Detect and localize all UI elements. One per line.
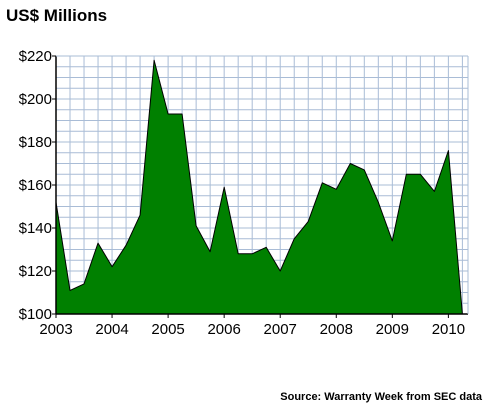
y-axis-ticks: $100 $120 $140 $160 $180 $200 $220 — [19, 48, 56, 323]
chart-title: US$ Millions — [6, 6, 107, 25]
x-tick-label: 2005 — [151, 321, 184, 338]
area-series — [55, 59, 463, 315]
source-note: Source: Warranty Week from SEC data — [280, 391, 483, 403]
y-tick-label: $180 — [19, 134, 52, 151]
x-tick-label: 2008 — [320, 321, 353, 338]
x-tick-label: 2009 — [376, 321, 409, 338]
y-tick-label: $140 — [19, 220, 52, 237]
x-tick-label: 2006 — [207, 321, 240, 338]
y-tick-label: $220 — [19, 48, 52, 65]
y-tick-label: $160 — [19, 177, 52, 194]
area-series-0 — [55, 59, 463, 315]
y-tick-label: $100 — [19, 306, 52, 323]
x-axis-ticks: 2003 2004 2005 2006 2007 2008 2009 2010 — [39, 314, 465, 338]
x-tick-label: 2003 — [39, 321, 72, 338]
x-tick-label: 2004 — [95, 321, 128, 338]
y-tick-label: $120 — [19, 263, 52, 280]
y-tick-label: $200 — [19, 91, 52, 108]
x-tick-label: 2010 — [432, 321, 465, 338]
x-tick-label: 2007 — [264, 321, 297, 338]
